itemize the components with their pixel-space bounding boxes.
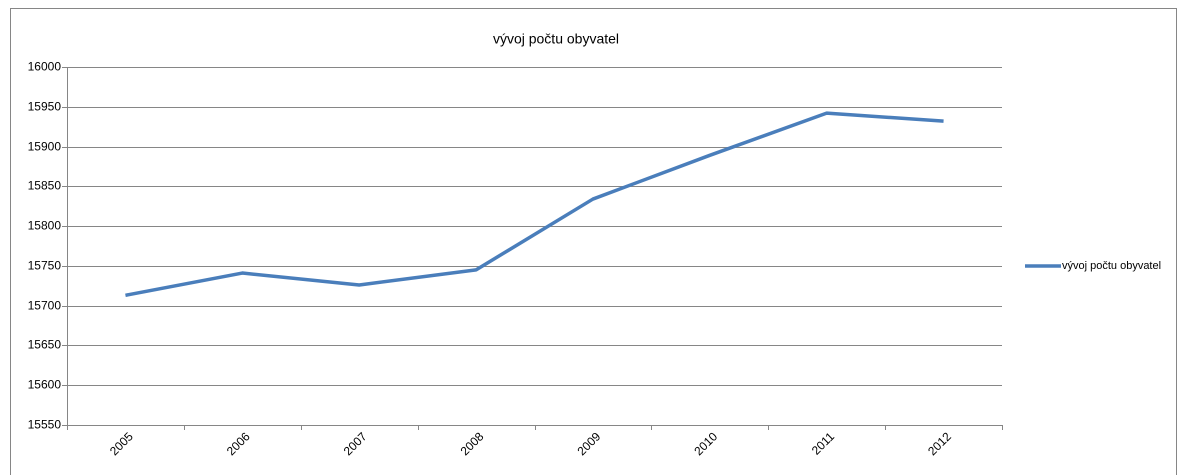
y-tick-label: 15800	[28, 219, 62, 233]
y-tick-label: 15900	[28, 140, 62, 154]
y-tick-label: 15950	[28, 100, 62, 114]
y-tick-label: 16000	[28, 60, 62, 74]
y-tick-label: 15700	[28, 299, 62, 313]
y-tick-label: 15600	[28, 378, 62, 392]
chart-frame	[10, 8, 1177, 475]
y-tick-label: 15650	[28, 338, 62, 352]
y-tick-label: 15850	[28, 179, 62, 193]
y-tick-label: 15550	[28, 418, 62, 432]
y-tick-label: 15750	[28, 259, 62, 273]
line-series	[125, 111, 944, 298]
legend-label: vývoj počtu obyvatel	[1062, 260, 1161, 272]
chart-title: vývoj počtu obyvatel	[493, 31, 619, 47]
